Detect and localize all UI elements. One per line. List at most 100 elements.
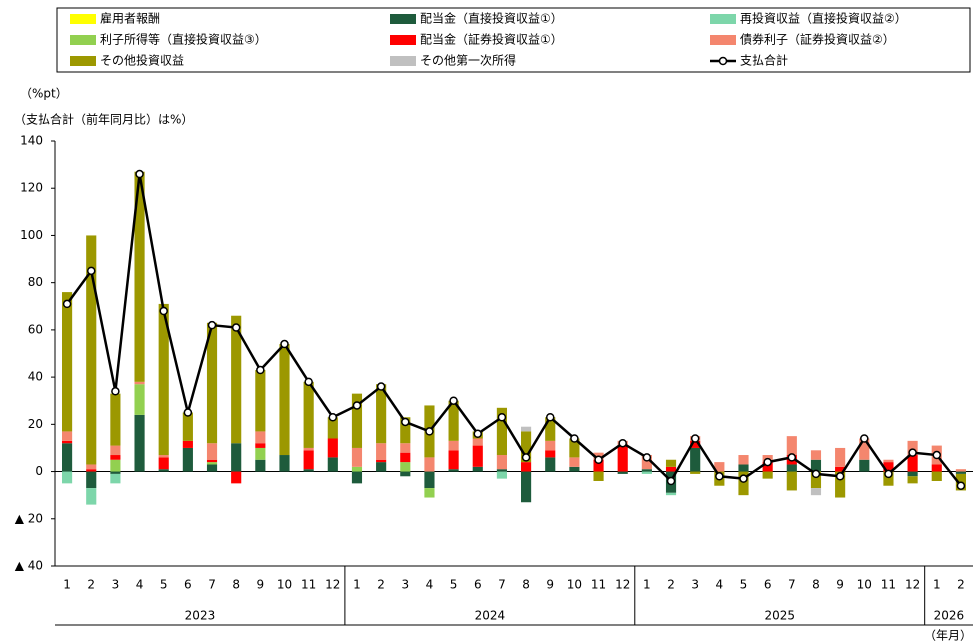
bar xyxy=(835,447,846,467)
line-marker xyxy=(328,413,338,422)
y-tick-label: 60 xyxy=(28,322,43,336)
bar xyxy=(182,447,193,472)
legend-label: 配当金（直接投資収益①） xyxy=(420,11,563,26)
line-marker xyxy=(739,474,748,483)
bar xyxy=(641,469,652,472)
bar xyxy=(955,471,966,474)
line-marker xyxy=(183,408,193,417)
bar xyxy=(110,393,121,446)
x-tick-label: 6 xyxy=(764,578,772,592)
line-marker xyxy=(594,455,603,464)
bar xyxy=(786,464,797,472)
bar xyxy=(182,412,193,441)
x-tick-label: 11 xyxy=(301,578,316,592)
bar xyxy=(134,381,145,385)
bar xyxy=(86,464,97,470)
year-label: 2024 xyxy=(475,609,506,623)
bar xyxy=(134,171,145,382)
x-tick-label: 10 xyxy=(567,578,582,592)
line-marker xyxy=(304,377,313,387)
bar xyxy=(931,464,942,472)
bar xyxy=(472,445,483,467)
bar xyxy=(400,443,411,453)
line-marker xyxy=(449,396,458,405)
legend-swatch xyxy=(390,14,416,24)
bar xyxy=(810,471,822,489)
line-marker xyxy=(884,469,893,479)
line-marker xyxy=(642,453,652,462)
bar xyxy=(303,381,314,448)
x-tick-label: 2 xyxy=(87,578,95,592)
bar xyxy=(206,462,218,465)
legend-label: その他投資収益 xyxy=(100,53,184,68)
x-tick-label: 9 xyxy=(257,578,265,592)
line-marker xyxy=(376,382,386,391)
x-tick-label: 9 xyxy=(546,578,554,592)
x-tick-label: 9 xyxy=(836,578,844,592)
bar xyxy=(496,455,507,470)
bar xyxy=(496,407,507,456)
bar xyxy=(351,447,363,467)
bar xyxy=(593,459,604,472)
bar xyxy=(448,469,459,472)
bar xyxy=(182,440,193,448)
legend-swatch xyxy=(390,56,416,66)
x-tick-label: 10 xyxy=(857,578,872,592)
bar xyxy=(738,471,749,496)
line-marker xyxy=(62,299,72,309)
x-tick-label: 7 xyxy=(208,578,216,592)
x-tick-label: 1 xyxy=(353,578,361,592)
y-tick-label: 140 xyxy=(20,134,43,148)
bar xyxy=(158,303,169,456)
bar xyxy=(62,443,73,472)
line-marker xyxy=(690,434,700,443)
line-marker xyxy=(135,169,144,179)
legend-swatch xyxy=(70,35,96,45)
legend-label: 再投資収益（直接投資収益②） xyxy=(740,11,907,26)
bar xyxy=(327,438,338,458)
line-marker xyxy=(763,457,772,467)
x-tick-label: 11 xyxy=(591,578,606,592)
bar xyxy=(641,455,652,470)
bar xyxy=(665,466,677,472)
bar xyxy=(907,455,918,472)
legend-swatch xyxy=(390,35,416,45)
line-marker xyxy=(860,434,869,443)
x-tick-label: 5 xyxy=(450,578,458,592)
line-marker xyxy=(425,427,434,436)
bar xyxy=(883,459,894,463)
x-tick-label: 6 xyxy=(474,578,482,592)
y-tick-label: 40 xyxy=(28,370,43,384)
bar xyxy=(883,462,894,472)
x-tick-label: 12 xyxy=(615,578,630,592)
bar xyxy=(110,445,121,456)
line-marker xyxy=(207,320,217,330)
bar xyxy=(279,455,290,472)
x-tick-label: 11 xyxy=(881,578,896,592)
bar xyxy=(158,455,169,458)
bar xyxy=(762,471,773,479)
x-tick-label: 8 xyxy=(812,578,820,592)
bar xyxy=(231,443,242,472)
bar xyxy=(593,471,604,481)
bar xyxy=(883,471,894,486)
x-tick-label: 12 xyxy=(325,578,340,592)
bar xyxy=(690,471,701,474)
bar xyxy=(62,471,73,484)
bar xyxy=(303,447,314,451)
bar xyxy=(206,464,218,472)
bar xyxy=(327,417,338,439)
bar xyxy=(448,400,459,441)
legend-swatch xyxy=(710,35,736,45)
bar xyxy=(641,471,652,474)
bar xyxy=(110,455,121,460)
line-marker xyxy=(570,434,579,443)
bar xyxy=(859,438,870,460)
bar xyxy=(206,443,218,460)
x-tick-label: 2 xyxy=(667,578,675,592)
bar xyxy=(351,466,363,472)
line-marker xyxy=(545,413,555,422)
x-tick-label: 3 xyxy=(401,578,409,592)
line-marker xyxy=(787,453,797,462)
